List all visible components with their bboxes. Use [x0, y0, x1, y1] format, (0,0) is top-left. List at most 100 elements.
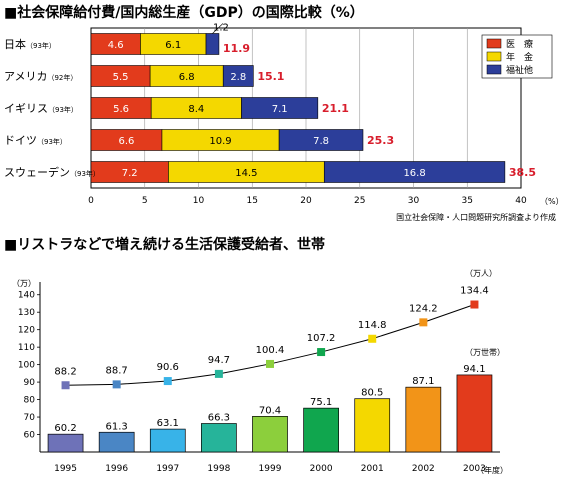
welfare-recipients-chart: ■リストラなどで増え続ける生活保護受給者、世帯 （万） 60.2 61.3 63.1… [4, 236, 508, 475]
welfare-line-marker [266, 359, 274, 368]
line-series-unit: （万人） [465, 269, 497, 278]
welfare-bar-label: 66.3 [208, 413, 230, 424]
welfare-line-label: 114.8 [358, 320, 387, 331]
gdp-x-tick-label: 10 [193, 196, 205, 206]
welfare-chart-title: ■リストラなどで増え続ける生活保護受給者、世帯 [4, 236, 325, 253]
gdp-legend-swatch [486, 51, 502, 62]
welfare-x-tick-label: 2002 [412, 464, 435, 474]
welfare-household-bar [405, 386, 442, 453]
gdp-segment-label: 6.8 [179, 72, 195, 83]
gdp-x-tick-label: 0 [88, 196, 94, 206]
welfare-line-marker [470, 300, 479, 309]
welfare-y-tick-label: 90 [24, 378, 36, 388]
gdp-category-year: （93年） [26, 41, 56, 50]
welfare-household-bar [303, 407, 339, 453]
welfare-chart-line: 88.2 88.7 90.6 94.7 100.4 107.2 114.8 124.2 134.… [54, 286, 489, 390]
gdp-segment-label: 10.9 [209, 136, 231, 147]
gdp-comparison-chart: ■社会保障給付費/国内総生産（GDP）の国際比較（%） 4.6 6.1 1.2 11.… [4, 4, 561, 222]
welfare-line-label: 124.2 [409, 303, 438, 314]
gdp-category-name: 日本 [4, 37, 26, 51]
welfare-line-marker [419, 318, 428, 327]
welfare-y-tick-label: 80 [24, 396, 36, 406]
welfare-x-tick-label: 1997 [156, 464, 179, 474]
gdp-callout-line [212, 23, 224, 34]
welfare-x-tick-label: 1999 [259, 464, 282, 474]
gdp-x-tick-label: 20 [300, 196, 312, 206]
welfare-y-tick-label: 110 [18, 343, 35, 353]
gdp-total-label: 15.1 [257, 70, 284, 83]
welfare-line-marker [112, 380, 121, 389]
welfare-chart-bars: 60.2 61.3 63.1 66.3 70.4 75.1 80.5 87.1 94.1 [47, 364, 493, 453]
welfare-household-bar [456, 374, 493, 453]
welfare-household-bar [201, 423, 237, 453]
welfare-x-tick-label: 1996 [105, 464, 128, 474]
gdp-chart-category-labels: 日本（93年）アメリカ（92年）イギリス（93年）ドイツ（93年）スウェーデン（… [4, 37, 100, 179]
gdp-segment-label: 8.4 [188, 104, 204, 115]
gdp-total-label: 38.5 [509, 166, 536, 179]
gdp-category-name: スウェーデン [4, 165, 70, 179]
welfare-household-bar [98, 431, 135, 453]
gdp-chart-bars: 4.6 6.1 1.2 11.9 5.5 6.8 2.8 15.1 5.6 8.4 7.1 21.1 6… [90, 23, 536, 183]
welfare-chart-y-unit: （万） [12, 279, 36, 288]
gdp-segment-label: 4.6 [108, 40, 124, 51]
welfare-y-tick-label: 120 [18, 326, 35, 336]
gdp-category-label: ドイツ（93年） [4, 134, 67, 147]
gdp-chart-title: ■社会保障給付費/国内総生産（GDP）の国際比較（%） [4, 4, 364, 21]
welfare-line-label: 90.6 [157, 362, 179, 373]
gdp-category-year: （93年） [48, 105, 78, 114]
welfare-line-label: 107.2 [307, 333, 336, 344]
gdp-chart-source: 国立社会保障・人口問題研究所調査より作成 [396, 212, 556, 222]
welfare-household-bar [354, 398, 391, 453]
gdp-x-tick-label: 35 [462, 196, 473, 206]
gdp-bar-segment [323, 161, 506, 183]
gdp-x-tick-label: 30 [408, 196, 420, 206]
gdp-segment-label: 6.6 [119, 136, 135, 147]
welfare-household-bar [149, 428, 186, 453]
gdp-segment-label: 1.2 [213, 23, 229, 34]
gdp-legend-label: 医 療 [506, 38, 533, 50]
gdp-legend-swatch [486, 38, 502, 49]
gdp-segment-label: 7.1 [272, 104, 288, 115]
welfare-household-bar [47, 433, 84, 453]
welfare-bar-label: 70.4 [259, 405, 281, 416]
gdp-segment-label: 7.8 [313, 136, 329, 147]
welfare-chart-ticks: 60 70 80 90 100 110 120 130 140 1995 1996 1997 1998 1… [18, 291, 486, 474]
welfare-x-tick-label: 2000 [310, 464, 333, 474]
gdp-chart-x-ticks: 0 5 10 15 20 25 30 35 40 [88, 196, 527, 206]
bar-series-unit: （万世帯） [465, 347, 505, 357]
welfare-bar-label: 94.1 [463, 364, 485, 375]
gdp-total-label: 21.1 [322, 102, 349, 115]
welfare-bar-label: 80.5 [361, 388, 383, 399]
welfare-chart-x-unit: （年度） [476, 465, 508, 475]
gdp-category-name: イギリス [4, 102, 48, 115]
gdp-bar-segment [205, 33, 220, 55]
welfare-line-marker [214, 369, 223, 378]
gdp-legend-label: 年 金 [506, 51, 533, 63]
welfare-bar-label: 61.3 [106, 421, 128, 432]
gdp-segment-label: 7.2 [122, 168, 138, 179]
gdp-category-label: 日本（93年） [4, 37, 56, 51]
gdp-chart-x-unit: （%） [540, 197, 561, 206]
welfare-line-marker [317, 348, 326, 357]
gdp-category-label: イギリス（93年） [4, 102, 78, 115]
gdp-category-year: （92年） [47, 73, 77, 82]
gdp-segment-label: 14.5 [235, 168, 257, 179]
gdp-category-name: アメリカ [4, 70, 47, 83]
gdp-category-label: アメリカ（92年） [4, 70, 77, 83]
gdp-bar-segment [278, 129, 364, 151]
welfare-x-tick-label: 2001 [361, 464, 384, 474]
gdp-x-tick-label: 5 [142, 196, 148, 206]
welfare-bar-label: 63.1 [157, 418, 179, 429]
gdp-bar-segment [222, 65, 254, 87]
welfare-y-tick-label: 70 [24, 413, 36, 423]
gdp-segment-label: 5.5 [113, 72, 129, 83]
welfare-y-tick-label: 130 [18, 308, 35, 318]
gdp-category-label: スウェーデン（93年） [4, 165, 100, 179]
gdp-segment-label: 2.8 [230, 72, 246, 83]
welfare-line-marker [61, 381, 70, 390]
welfare-line-label: 100.4 [256, 345, 285, 356]
welfare-y-tick-label: 60 [24, 431, 36, 441]
gdp-bar-segment [241, 97, 319, 119]
